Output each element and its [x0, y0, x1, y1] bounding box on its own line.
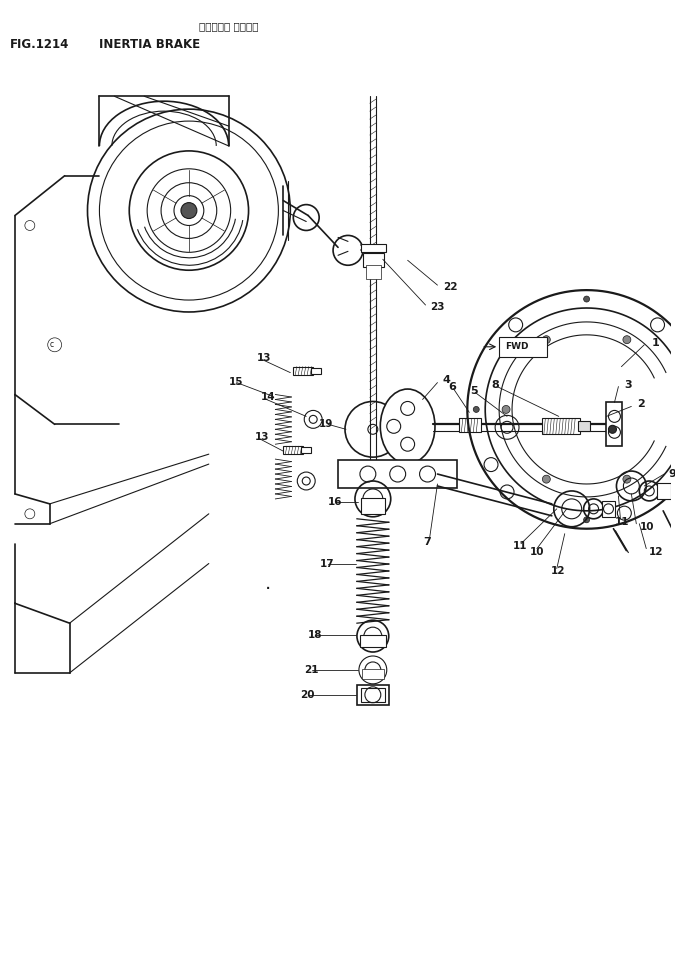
Text: 23: 23 — [431, 302, 445, 312]
Text: 3: 3 — [624, 380, 632, 389]
Text: 12: 12 — [649, 547, 664, 556]
Bar — [366, 265, 381, 280]
Text: イナーシャ ブレーキ: イナーシャ ブレーキ — [199, 21, 259, 32]
Text: 12: 12 — [551, 567, 566, 576]
Text: 13: 13 — [256, 353, 271, 362]
Text: FIG.1214: FIG.1214 — [10, 38, 70, 51]
Text: 2: 2 — [637, 399, 645, 410]
Circle shape — [181, 202, 197, 219]
Text: 5: 5 — [470, 386, 478, 395]
Bar — [363, 254, 384, 267]
Circle shape — [623, 475, 631, 483]
Text: 19: 19 — [319, 419, 333, 429]
Text: 4: 4 — [442, 375, 450, 385]
Bar — [311, 367, 321, 374]
Circle shape — [584, 517, 589, 522]
Circle shape — [502, 406, 510, 414]
Text: 18: 18 — [308, 630, 323, 640]
Circle shape — [543, 335, 550, 343]
Bar — [460, 418, 481, 432]
Text: 22: 22 — [443, 282, 458, 292]
Text: 9: 9 — [668, 469, 675, 479]
Bar — [578, 421, 589, 431]
Bar — [499, 336, 547, 357]
Circle shape — [543, 475, 550, 483]
Bar — [294, 366, 313, 375]
Text: 6: 6 — [448, 382, 456, 391]
Circle shape — [473, 407, 479, 413]
Bar — [361, 244, 386, 253]
Text: 1: 1 — [651, 337, 659, 348]
Text: 10: 10 — [641, 522, 655, 532]
Bar — [338, 460, 458, 488]
Text: 14: 14 — [261, 392, 275, 403]
Text: INERTIA BRAKE: INERTIA BRAKE — [99, 38, 200, 51]
Bar — [361, 498, 385, 514]
Text: 7: 7 — [423, 537, 431, 547]
Text: 8: 8 — [491, 380, 499, 389]
Bar — [607, 402, 622, 446]
Circle shape — [584, 296, 589, 302]
Text: 10: 10 — [530, 547, 545, 556]
Text: .: . — [265, 574, 271, 593]
Bar — [362, 669, 384, 679]
Circle shape — [623, 335, 631, 343]
Bar — [301, 447, 311, 453]
Bar — [657, 483, 671, 499]
Text: 21: 21 — [304, 665, 319, 675]
Text: 20: 20 — [300, 690, 315, 700]
Text: 11: 11 — [614, 517, 629, 526]
Text: 11: 11 — [513, 541, 528, 550]
Text: 17: 17 — [320, 558, 335, 569]
Bar — [357, 684, 389, 705]
Text: FWD: FWD — [505, 342, 529, 351]
Text: 13: 13 — [254, 432, 269, 442]
Bar — [601, 501, 616, 517]
Bar — [542, 418, 580, 434]
Ellipse shape — [380, 389, 435, 464]
Bar — [361, 687, 385, 702]
Circle shape — [608, 425, 616, 433]
Bar — [284, 446, 303, 454]
Bar — [360, 635, 386, 647]
Text: 15: 15 — [229, 377, 243, 387]
Text: 16: 16 — [328, 496, 343, 507]
Text: c: c — [50, 340, 54, 349]
